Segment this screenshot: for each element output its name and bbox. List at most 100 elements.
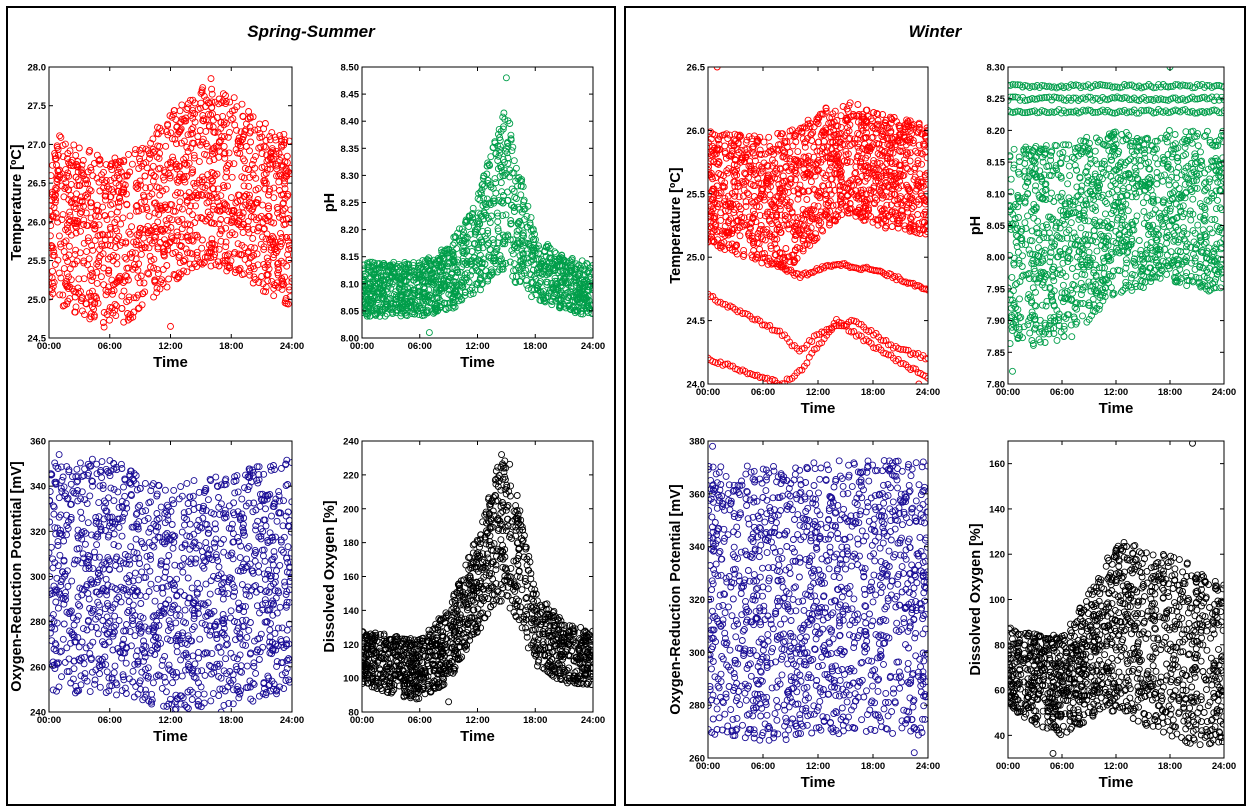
- data-point: [113, 553, 121, 561]
- data-point: [174, 273, 182, 281]
- data-point: [271, 466, 278, 474]
- data-point: [230, 618, 238, 625]
- data-point: [141, 517, 149, 525]
- data-point: [136, 484, 144, 492]
- data-point: [431, 259, 439, 267]
- data-point: [156, 672, 164, 680]
- data-point: [60, 537, 68, 545]
- data-point: [211, 520, 219, 528]
- data-point: [88, 668, 96, 676]
- data-point: [490, 239, 498, 247]
- data-point: [215, 262, 223, 270]
- data-point: [402, 311, 410, 319]
- data-point: [275, 150, 283, 157]
- data-point: [229, 700, 237, 708]
- data-points: [49, 451, 292, 712]
- data-point: [160, 605, 168, 613]
- data-point: [253, 476, 261, 484]
- data-point: [262, 522, 270, 530]
- data-point: [101, 241, 109, 249]
- data-point: [175, 251, 183, 259]
- data-point: [260, 470, 268, 478]
- data-point: [378, 306, 386, 314]
- data-point: [449, 304, 457, 312]
- data-point: [501, 172, 509, 179]
- data-point: [142, 226, 149, 234]
- y-tick-label: 320: [30, 527, 46, 538]
- data-point: [128, 160, 136, 168]
- data-point: [73, 190, 80, 198]
- data-point: [278, 161, 285, 169]
- data-point: [96, 482, 104, 490]
- data-point: [497, 509, 505, 517]
- data-point: [266, 638, 274, 646]
- data-point: [468, 248, 476, 255]
- data-point: [65, 610, 73, 617]
- data-point: [506, 258, 514, 266]
- data-point: [279, 548, 287, 556]
- data-point: [105, 269, 113, 277]
- data-point: [369, 278, 377, 286]
- data-point: [139, 234, 147, 242]
- x-tick-label: 24:00: [280, 341, 304, 352]
- data-point: [75, 275, 83, 283]
- data-point: [255, 533, 263, 541]
- data-point: [213, 170, 221, 178]
- data-point: [227, 257, 235, 265]
- data-point: [418, 271, 426, 279]
- data-point: [489, 257, 497, 265]
- data-point: [172, 611, 180, 619]
- data-point: [194, 667, 202, 675]
- data-point: [568, 304, 576, 312]
- data-point: [215, 494, 222, 501]
- data-point: [269, 254, 277, 261]
- data-point: [392, 288, 400, 296]
- data-point: [206, 622, 214, 630]
- data-point: [217, 540, 225, 548]
- data-point: [78, 529, 86, 536]
- data-point: [228, 207, 236, 215]
- data-point: [71, 308, 79, 316]
- data-point: [82, 192, 89, 199]
- data-point: [152, 623, 160, 631]
- data-point: [507, 219, 515, 227]
- data-point: [106, 472, 114, 480]
- data-point: [165, 552, 173, 559]
- data-point: [552, 259, 560, 267]
- data-point: [494, 497, 502, 505]
- data-point: [231, 121, 239, 129]
- data-point: [89, 246, 97, 254]
- data-point: [211, 98, 219, 106]
- data-point: [374, 272, 382, 280]
- data-point: [202, 539, 210, 547]
- data-point: [519, 259, 527, 267]
- data-point: [70, 141, 78, 149]
- data-point: [63, 224, 71, 232]
- data-point: [186, 533, 194, 540]
- data-point: [189, 211, 196, 219]
- data-point: [202, 217, 210, 225]
- data-point: [87, 199, 95, 207]
- data-point: [218, 588, 226, 596]
- data-point: [471, 226, 479, 234]
- data-point: [214, 258, 222, 266]
- data-point: [88, 242, 96, 250]
- y-tick-label: 240: [30, 708, 46, 719]
- data-point: [265, 265, 273, 273]
- data-point: [512, 164, 520, 172]
- data-point: [227, 194, 235, 202]
- data-point: [81, 311, 88, 319]
- data-point: [265, 202, 272, 210]
- data-point: [162, 568, 169, 576]
- data-point: [96, 608, 104, 616]
- data-point: [185, 189, 193, 197]
- data-point: [102, 661, 110, 669]
- data-point: [89, 478, 96, 485]
- data-point: [58, 216, 66, 224]
- data-point: [184, 632, 192, 640]
- data-point: [171, 135, 179, 143]
- data-point: [583, 259, 591, 267]
- data-point: [173, 575, 181, 583]
- data-point: [154, 142, 162, 150]
- data-point: [275, 509, 283, 517]
